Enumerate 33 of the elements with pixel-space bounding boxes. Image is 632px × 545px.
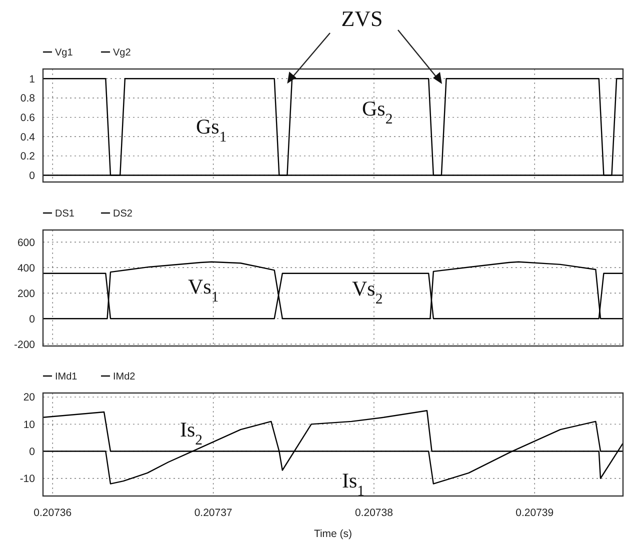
legend-label: IMd1 xyxy=(55,372,78,382)
x-tick-label: 0.20738 xyxy=(354,507,394,519)
annotation: Gs$_{2}$ xyxy=(362,96,393,128)
x-tick-label: 0.20739 xyxy=(516,507,554,519)
annotation: ZVS xyxy=(341,6,383,31)
y-tick-label: 200 xyxy=(17,288,36,300)
x-tick-label: 0.20736 xyxy=(34,507,72,519)
annotation: Is$_{2}$ xyxy=(180,417,203,448)
x-tick-label: 0.20737 xyxy=(194,507,232,519)
legend-label: DS1 xyxy=(55,208,75,220)
annotation: Vs$_{2}$ xyxy=(352,276,383,308)
y-tick-label: 0.2 xyxy=(20,150,36,163)
legend-label: Vg1 xyxy=(55,48,74,58)
y-tick-label: 20 xyxy=(23,392,36,404)
y-tick-label: 400 xyxy=(17,262,36,274)
y-tick-label: 0.4 xyxy=(20,131,36,144)
annotation: Is$_{1}$ xyxy=(342,468,365,500)
y-tick-label: 0.8 xyxy=(20,92,36,105)
y-tick-label: 0 xyxy=(29,170,36,182)
x-axis-title: Time (s) xyxy=(314,528,352,540)
legend-label: IMd2 xyxy=(113,372,136,382)
y-tick-label: 600 xyxy=(17,236,36,249)
legend-label: DS2 xyxy=(113,208,133,220)
y-tick-label: 0 xyxy=(29,446,36,458)
y-tick-label: 10 xyxy=(23,418,36,431)
y-tick-label: 1 xyxy=(29,73,36,86)
y-tick-label: -10 xyxy=(20,473,36,486)
annotation: Gs$_{1}$ xyxy=(196,114,227,146)
annotation: Vs$_{1}$ xyxy=(188,274,219,306)
y-tick-label: 0.6 xyxy=(20,112,36,124)
legend-label: Vg2 xyxy=(113,48,132,58)
y-tick-label: 0 xyxy=(29,313,36,326)
y-tick-label: -200 xyxy=(14,338,36,351)
